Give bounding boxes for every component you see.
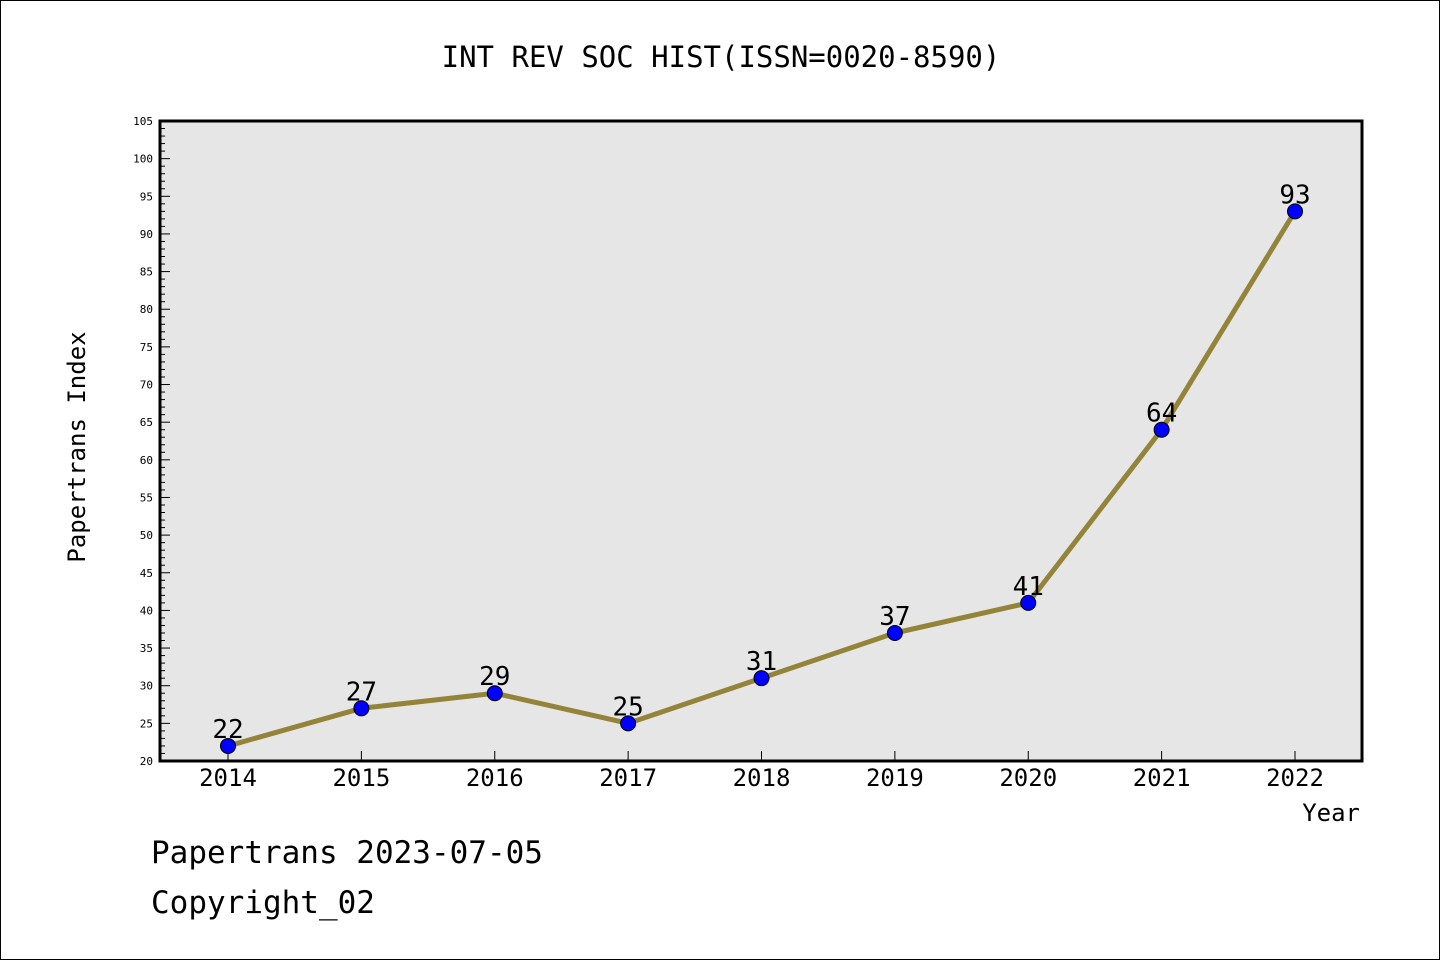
x-tick-label: 2021 [1133,764,1191,792]
y-tick-label: 90 [140,228,153,241]
y-tick-label: 95 [140,190,153,203]
x-tick-label: 2018 [733,764,791,792]
data-label: 41 [1013,572,1044,602]
x-tick-label: 2020 [999,764,1057,792]
data-point [620,715,637,732]
y-tick-label: 65 [140,416,153,429]
data-point [886,625,903,641]
y-tick-label: 85 [140,266,153,279]
x-tick-label: 2019 [866,764,924,792]
y-axis-title: Papertrans Index [63,331,91,562]
y-tick-label: 45 [140,567,153,580]
y-tick-label: 20 [140,755,153,768]
data-label: 27 [346,677,377,707]
data-label: 25 [612,692,643,722]
y-axis: 20 25 30 35 40 45 50 55 60 65 70 75 80 85 90 95 100 105 [133,115,170,768]
y-tick-label: 40 [140,604,153,617]
y-tick-label: 60 [140,454,153,467]
x-tick-label: 2014 [199,764,257,792]
y-tick-label: 75 [140,341,153,354]
y-tick-label: 105 [133,115,153,128]
data-point [220,737,236,754]
x-tick-label: 2015 [332,764,390,792]
footer-copyright: Copyright_02 [151,885,375,921]
series-markers [220,203,1303,754]
y-tick-label: 35 [140,642,153,655]
x-tick-label: 2022 [1266,764,1324,792]
y-tick-label: 70 [140,379,153,392]
x-tick-label: 2016 [466,764,524,792]
data-point [1020,594,1037,611]
y-tick-label: 50 [140,529,153,542]
data-label: 93 [1279,180,1310,210]
data-label: 29 [479,662,510,692]
y-tick-label: 100 [133,153,153,166]
data-label: 64 [1146,399,1177,429]
chart-title: INT REV SOC HIST(ISSN=0020-8590) [442,40,1001,74]
data-point [486,685,503,702]
data-point [1153,421,1170,438]
data-label: 37 [879,602,910,632]
footer-date: Papertrans 2023-07-05 [151,835,543,871]
plot-area [160,121,1362,761]
x-tick-label: 2017 [599,764,657,792]
data-point [353,700,370,717]
data-labels: 22 27 29 25 31 37 41 64 93 [212,180,1310,745]
y-tick-label: 25 [140,717,153,730]
data-label: 31 [746,647,777,677]
data-point [1287,203,1303,220]
data-point [753,670,770,687]
x-axis: 2014 2015 2016 2017 2018 2019 2020 2021 2022 [199,751,1324,792]
x-axis-title: Year [1302,799,1360,827]
y-tick-label: 55 [140,491,153,504]
y-tick-label: 80 [140,303,153,316]
y-tick-label: 30 [140,680,153,693]
plot-border [158,119,1364,763]
data-label: 22 [212,715,243,745]
